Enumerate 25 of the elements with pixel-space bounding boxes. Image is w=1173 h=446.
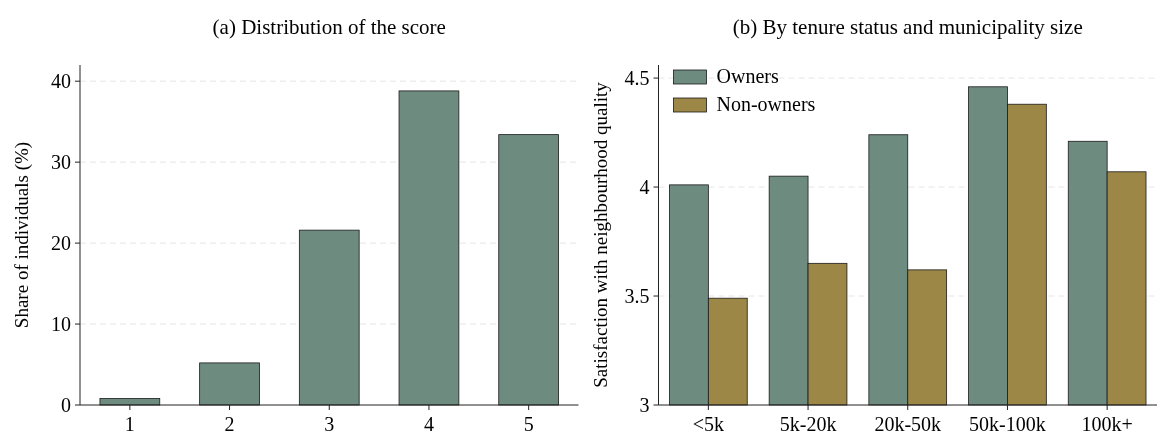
x-tick-label: 4 xyxy=(423,413,434,435)
chart-title: (b) By tenure status and municipality size xyxy=(732,15,1083,39)
x-tick-label: 3 xyxy=(324,413,335,435)
x-tick-label: 100k+ xyxy=(1081,413,1133,435)
x-tick-label: 20k-50k xyxy=(874,413,942,435)
legend-label: Owners xyxy=(716,65,779,87)
y-tick-label: 3 xyxy=(639,394,650,416)
x-tick-label: 5 xyxy=(523,413,534,435)
y-tick-label: 4 xyxy=(639,176,650,199)
legend-label: Non-owners xyxy=(716,93,816,115)
y-axis-title: Share of individuals (%) xyxy=(11,141,33,329)
x-tick-label: 2 xyxy=(224,413,235,435)
x-tick-label: 5k-20k xyxy=(779,413,837,435)
chart-title: (a) Distribution of the score xyxy=(212,15,446,39)
y-tick-label: 3.5 xyxy=(624,285,650,308)
y-tick-label: 10 xyxy=(51,313,71,336)
y-axis-title: Satisfaction with neighbourhood quality xyxy=(589,81,611,388)
x-tick-label: 1 xyxy=(124,413,135,435)
x-tick-label: <5k xyxy=(692,413,724,435)
y-tick-label: 0 xyxy=(61,394,71,416)
x-tick-label: 50k-100k xyxy=(969,413,1046,435)
y-tick-label: 40 xyxy=(51,70,71,93)
y-tick-label: 20 xyxy=(51,232,71,255)
y-tick-label: 30 xyxy=(51,151,71,174)
y-tick-label: 4.5 xyxy=(624,67,650,90)
